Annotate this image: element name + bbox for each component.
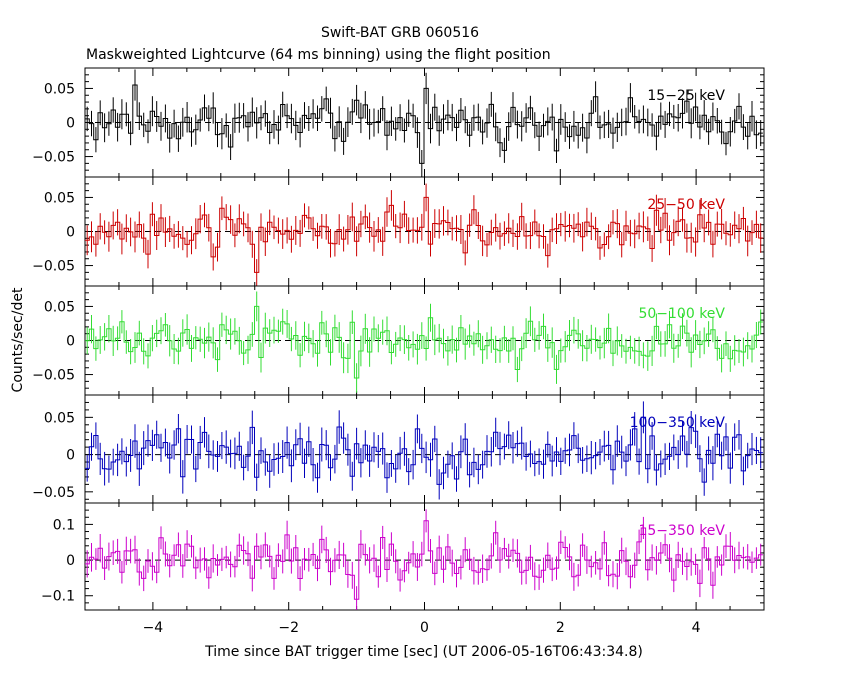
chart-subtitle: Maskweighted Lightcurve (64 ms binning) … — [86, 47, 551, 63]
x-tick-label: −4 — [143, 620, 164, 636]
y-tick-label: 0.05 — [44, 410, 75, 426]
panel-50-100-kev: 0.05 0 −0.05 50−100 keV — [32, 285, 765, 396]
y-tick-label: 0 — [66, 225, 75, 241]
x-tick-label: 0 — [420, 620, 429, 636]
series-line — [85, 520, 763, 600]
chart-title: Swift-BAT GRB 060516 — [321, 25, 479, 41]
series-line — [85, 416, 763, 485]
x-tick-label: 4 — [692, 620, 701, 636]
x-axis-label: Time since BAT trigger time [sec] (UT 20… — [204, 644, 643, 660]
band-label: 25−50 keV — [647, 197, 725, 213]
series-line — [85, 305, 763, 379]
x-tick-label: 2 — [556, 620, 565, 636]
y-tick-label: 0.05 — [44, 190, 75, 206]
panel-25-50-kev: 0.05 0 −0.05 25−50 keV — [32, 176, 765, 287]
y-tick-label: 0 — [66, 334, 75, 350]
y-tick-label: −0.05 — [32, 150, 75, 166]
y-tick-label: 0 — [66, 553, 75, 569]
y-axis-label: Counts/sec/det — [10, 287, 26, 392]
y-tick-label: 0.1 — [53, 517, 75, 533]
panel-15-25-kev: 0.05 0 −0.05 15−25 keV — [32, 67, 765, 178]
band-label: 15−25 keV — [647, 88, 725, 104]
band-label: 100−350 keV — [630, 415, 726, 431]
series-line — [85, 84, 763, 164]
panel-15-350-kev: 0.1 0 −0.1 15−350 keV — [41, 502, 765, 611]
band-label: 15−350 keV — [638, 523, 725, 539]
y-tick-label: 0.05 — [44, 81, 75, 97]
y-tick-label: −0.05 — [32, 368, 75, 384]
y-tick-label: −0.1 — [41, 589, 75, 605]
y-tick-label: −0.05 — [32, 259, 75, 275]
series-line — [85, 196, 763, 273]
panel-100-350-kev: 0.05 0 −0.05 100−350 keV — [32, 394, 765, 504]
y-tick-label: 0 — [66, 448, 75, 464]
band-label: 50−100 keV — [638, 306, 725, 322]
x-tick-label: −2 — [278, 620, 299, 636]
y-tick-label: 0 — [66, 116, 75, 132]
y-tick-label: −0.05 — [32, 485, 75, 501]
y-tick-label: 0.05 — [44, 299, 75, 315]
